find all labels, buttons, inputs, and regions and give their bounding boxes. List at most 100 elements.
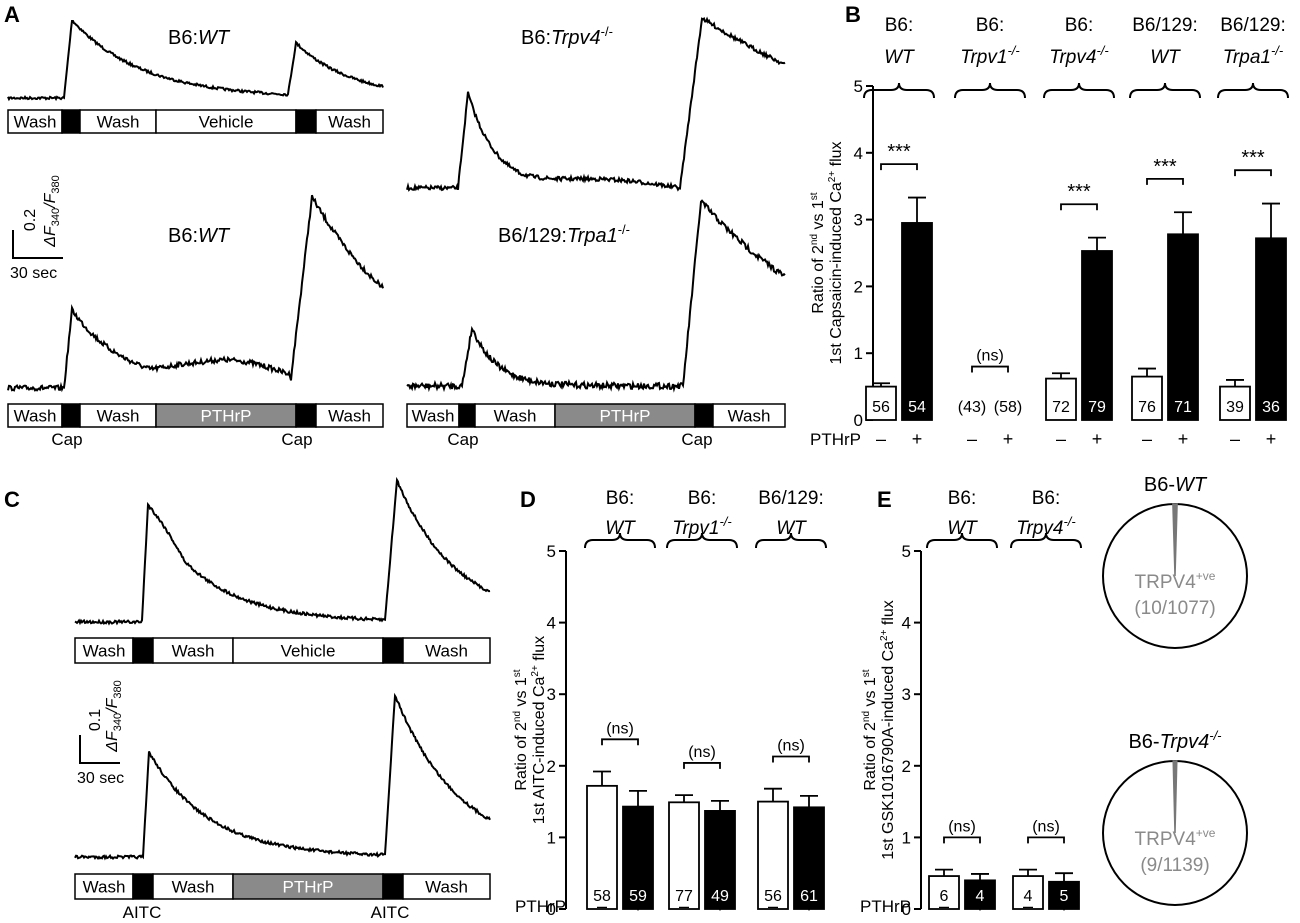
- bar-minus: [757, 800, 789, 910]
- y-axis-label: Ratio of 2nd vs 1st 1st GSK1016790A-induc…: [861, 600, 897, 860]
- significance-bracket: [971, 365, 1009, 373]
- bar-group-4: B6/129: Trpa1-/- 39 – 36 + ***: [1217, 15, 1289, 449]
- pthrp-minus: –: [1023, 896, 1033, 916]
- protocol-a2-label-2: Wash: [97, 407, 140, 426]
- significance-bracket: [683, 762, 721, 769]
- pie-label-sup: +ve: [1196, 569, 1216, 583]
- pthrp-minus: –: [1142, 429, 1152, 449]
- protocol-c1-label-3: Vehicle: [281, 642, 336, 661]
- y-axis-label-text: vs 1: [513, 677, 530, 711]
- cap-label-3: Cap: [447, 430, 478, 449]
- protocol-a2-label-5: Wash: [328, 407, 371, 426]
- n-label: 39: [1226, 399, 1244, 416]
- pie-title-genotype: WT: [1175, 474, 1208, 496]
- scale-c-y-label: ΔF340/F380: [104, 680, 124, 752]
- sup: nd: [809, 234, 820, 245]
- group-title: B6:: [976, 15, 1005, 36]
- bar-minus: [928, 875, 960, 910]
- group-title: B6:: [688, 488, 717, 509]
- group-genotype: WT: [1150, 47, 1181, 68]
- scale-bar-c: 0.1 ΔF340/F380 30 sec: [77, 680, 124, 787]
- significance-bracket: [772, 755, 810, 763]
- pie-title: B6-Trpv4-/-: [1128, 728, 1222, 753]
- y-tick-label: 1: [902, 828, 911, 847]
- protocol-a2: Wash Wash PTHrP Wash: [7, 403, 384, 428]
- significance-bracket: [1234, 169, 1272, 177]
- bar-minus: [1131, 375, 1163, 421]
- protocol-a3: Wash Wash PTHrP Wash: [406, 403, 786, 428]
- significance-label: (ns): [1032, 818, 1060, 835]
- significance-label: (ns): [606, 720, 634, 737]
- group-title: B6:: [1065, 15, 1094, 36]
- n-label: 71: [1174, 399, 1192, 416]
- y-axis-label-text: vs 1: [862, 677, 879, 711]
- scale-c-y-value: 0.1: [87, 709, 104, 731]
- group-brace: [1010, 532, 1082, 549]
- group-brace: [1043, 82, 1115, 99]
- y-axis-label-text: flux: [828, 141, 845, 170]
- trace-c-vehicle: [74, 476, 491, 626]
- pie-slice-positive: [1172, 760, 1178, 834]
- pthrp-plus: +: [1178, 429, 1189, 449]
- group-brace: [584, 532, 656, 549]
- y-tick-label: 3: [902, 685, 911, 704]
- group-brace: [1129, 82, 1201, 99]
- group-brace: [863, 82, 935, 99]
- protocol-a2-seg-4: [295, 403, 317, 428]
- n-label: 4: [1024, 888, 1033, 905]
- y-axis-label-line2: 1st Capsaicin-induced Ca: [828, 182, 845, 364]
- trace-a-trpa1: [406, 199, 786, 393]
- genotype-name: WT: [776, 518, 807, 539]
- pie-count: (10/1077): [1134, 598, 1215, 619]
- group-genotype: WT: [947, 518, 978, 539]
- pie-label: TRPV4+ve: [1135, 569, 1216, 593]
- n-label: 36: [1262, 399, 1280, 416]
- group-title: B6/129:: [758, 488, 824, 509]
- significance-bracket: [1027, 836, 1065, 844]
- genotype-sup: -/-: [1063, 514, 1076, 529]
- y-tick-label: 0: [902, 900, 911, 919]
- scale-a-y-label: ΔF340/F380: [42, 175, 62, 247]
- bar-plus: [1167, 233, 1199, 421]
- n-label: (43): [958, 399, 986, 416]
- group-genotype: WT: [605, 518, 636, 539]
- y-tick-label: 3: [854, 211, 863, 230]
- pthrp-plus: +: [804, 896, 815, 916]
- significance-label: (ns): [688, 744, 716, 761]
- protocol-a3-seg-4: [694, 403, 714, 428]
- significance-bracket: [943, 836, 981, 844]
- n-label: 5: [1060, 888, 1069, 905]
- group-brace: [1217, 82, 1289, 99]
- n-label: 56: [764, 888, 782, 905]
- protocol-a1: Wash Wash Vehicle Wash: [7, 109, 384, 134]
- pthrp-plus: +: [1092, 429, 1103, 449]
- bar-chart-b: 0 1 2 3 4 5 Ratio of 2nd vs 1st 1st Capsaicin-i…: [809, 15, 1289, 449]
- significance-label: ***: [1153, 156, 1177, 178]
- n-label: 59: [629, 888, 647, 905]
- protocol-a1-seg-1: [61, 109, 81, 134]
- sup: 2+: [879, 629, 890, 641]
- scale-a-x-label: 30 sec: [10, 265, 57, 282]
- genotype-name: WT: [884, 47, 915, 68]
- sup: 2+: [827, 171, 838, 183]
- protocol-c2-seg-1: [132, 873, 154, 900]
- group-brace: [666, 532, 738, 549]
- pie-1: B6-Trpv4-/- TRPV4+ve (9/1139): [1102, 728, 1248, 906]
- bar-group-1: B6: Trpv1-/- (43) –(58) + (ns): [954, 15, 1026, 449]
- y-axis-label: Ratio of 2nd vs 1st 1st Capsaicin-induced…: [809, 141, 845, 364]
- y-tick-label: 2: [547, 757, 556, 776]
- pie-label-text: TRPV4: [1135, 572, 1197, 593]
- n-label: 76: [1138, 399, 1156, 416]
- genotype-name: Trpa1: [1223, 47, 1271, 68]
- y-tick-label: 0: [547, 900, 556, 919]
- y-axis-label-text: vs 1: [810, 200, 827, 234]
- y-tick-label: 4: [902, 614, 911, 633]
- group-genotype: WT: [776, 518, 807, 539]
- group-genotype: Trpv4-/-: [1016, 514, 1076, 539]
- genotype-sup: -/-: [1096, 43, 1109, 58]
- bar-chart-d: 0 1 2 3 4 5 Ratio of 2nd vs 1st 1st AITC-induce…: [512, 488, 827, 919]
- protocol-c2-seg-5: [402, 873, 491, 900]
- trace-title-wt-bottom: B6:WT: [168, 225, 231, 247]
- pthrp-plus: +: [1059, 896, 1070, 916]
- protocol-c1-label-0: Wash: [83, 642, 126, 661]
